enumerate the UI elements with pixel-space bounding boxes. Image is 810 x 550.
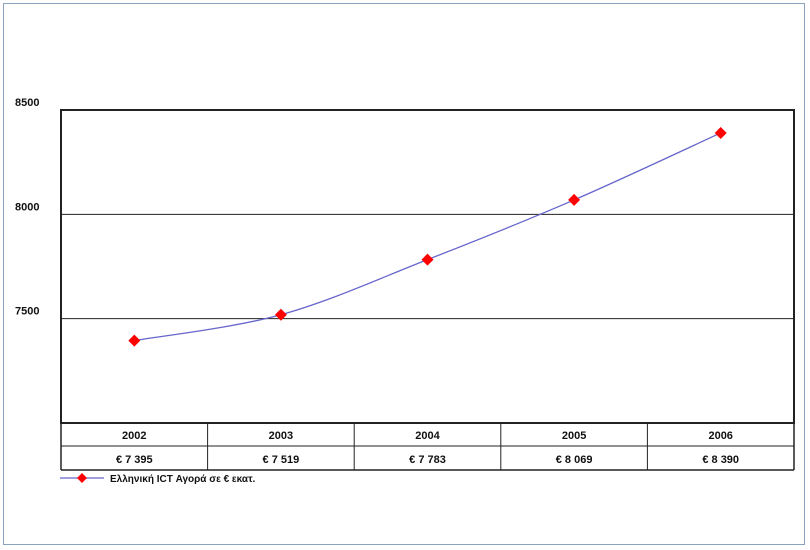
y-tick-label: 8500 <box>15 97 39 109</box>
data-point <box>421 253 434 266</box>
legend: Ελληνική ICT Αγορά σε € εκατ. <box>60 473 256 485</box>
x-category-label: 2004 <box>415 430 440 442</box>
x-category-label: 2005 <box>562 430 586 442</box>
legend-marker <box>77 473 87 483</box>
x-category-label: 2003 <box>269 430 293 442</box>
x-category-label: 2006 <box>708 430 732 442</box>
chart-frame <box>3 3 805 545</box>
y-tick-label: 7500 <box>15 306 39 318</box>
plot-area <box>60 109 795 424</box>
value-cell: € 7 519 <box>263 454 300 466</box>
data-table: 2002 € 7 395 2003 € 7 519 2004 € 7 783 2005 € 8… <box>60 423 795 471</box>
data-point <box>274 308 287 321</box>
gridlines <box>61 213 794 320</box>
value-cell: € 7 783 <box>409 454 446 466</box>
legend-label: Ελληνική ICT Αγορά σε € εκατ. <box>110 474 256 485</box>
data-point <box>128 334 141 347</box>
data-point <box>714 126 727 139</box>
y-axis-ticks: 8500 8000 7500 <box>15 97 39 318</box>
value-cell: € 8 069 <box>556 454 593 466</box>
x-category-label: 2002 <box>122 430 146 442</box>
data-point <box>568 193 581 206</box>
y-tick-label: 8000 <box>15 201 39 213</box>
series-line <box>134 132 721 342</box>
series-markers <box>128 126 727 347</box>
value-cell: € 8 390 <box>702 454 739 466</box>
value-cell: € 7 395 <box>116 454 153 466</box>
